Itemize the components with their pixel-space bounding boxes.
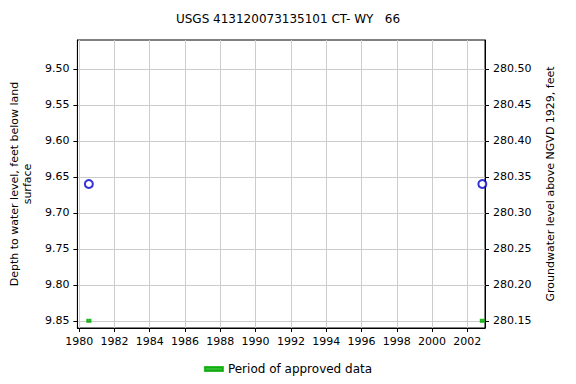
svg-text:9.50: 9.50 <box>45 62 70 75</box>
svg-text:1990: 1990 <box>242 335 270 348</box>
svg-text:1982: 1982 <box>100 335 128 348</box>
svg-text:280.35: 280.35 <box>493 170 532 183</box>
svg-text:9.70: 9.70 <box>45 206 70 219</box>
svg-text:280.50: 280.50 <box>493 62 532 75</box>
svg-text:9.85: 9.85 <box>45 314 70 327</box>
svg-text:Period of approved data: Period of approved data <box>228 362 372 376</box>
svg-text:9.75: 9.75 <box>45 242 70 255</box>
svg-text:1980: 1980 <box>65 335 93 348</box>
svg-text:1994: 1994 <box>312 335 340 348</box>
svg-text:280.15: 280.15 <box>493 314 532 327</box>
svg-text:9.55: 9.55 <box>45 98 70 111</box>
svg-text:280.45: 280.45 <box>493 98 532 111</box>
svg-text:9.65: 9.65 <box>45 170 70 183</box>
svg-text:1996: 1996 <box>347 335 375 348</box>
svg-text:1988: 1988 <box>206 335 234 348</box>
svg-text:2002: 2002 <box>453 335 481 348</box>
svg-text:Groundwater level above NGVD 1: Groundwater level above NGVD 1929, feet <box>544 66 557 302</box>
svg-text:1986: 1986 <box>171 335 199 348</box>
svg-text:USGS 413120073135101 CT- WY: USGS 413120073135101 CT- WY 66 <box>176 12 400 26</box>
svg-text:2000: 2000 <box>418 335 446 348</box>
svg-text:9.60: 9.60 <box>45 134 70 147</box>
svg-text:280.40: 280.40 <box>493 134 532 147</box>
svg-text:Depth to water level, feet bel: Depth to water level, feet below land <box>8 82 21 287</box>
svg-text:280.25: 280.25 <box>493 242 532 255</box>
svg-text:280.20: 280.20 <box>493 278 532 291</box>
svg-text:surface: surface <box>21 163 34 204</box>
svg-text:1998: 1998 <box>383 335 411 348</box>
svg-text:1984: 1984 <box>136 335 164 348</box>
svg-text:1992: 1992 <box>277 335 305 348</box>
svg-text:9.80: 9.80 <box>45 278 70 291</box>
svg-text:280.30: 280.30 <box>493 206 532 219</box>
